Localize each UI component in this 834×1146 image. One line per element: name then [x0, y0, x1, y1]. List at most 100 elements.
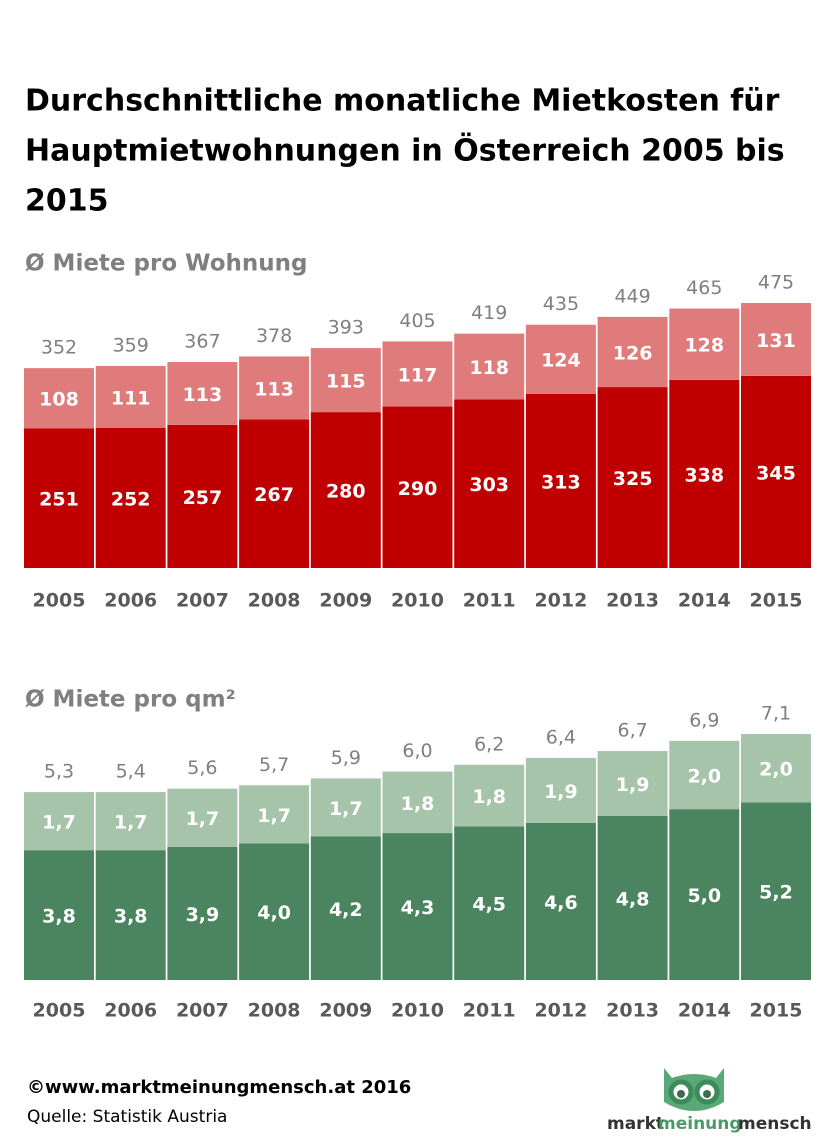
bar-segment: [454, 764, 525, 827]
total-label: 5,3: [44, 761, 74, 783]
bar-segment: [95, 427, 166, 568]
total-label: 6,4: [546, 726, 576, 748]
bar-segment: [310, 412, 381, 568]
bar-segment: [525, 757, 596, 823]
bar-segment: [310, 348, 381, 413]
logo-text: mensch: [738, 1114, 812, 1134]
segment-label: 267: [254, 484, 294, 506]
bar-segment: [669, 379, 740, 568]
segment-label: 1,7: [114, 812, 148, 834]
segment-label: 113: [254, 378, 294, 400]
bar-segment: [741, 375, 811, 568]
total-label: 475: [758, 272, 794, 294]
total-label: 6,2: [474, 733, 504, 755]
bar-segment: [310, 778, 381, 837]
bar-segment: [167, 846, 238, 980]
bar-segment: [382, 341, 453, 407]
bar-segment: [239, 785, 310, 844]
total-label: 449: [614, 285, 650, 307]
bar-segment: [741, 303, 811, 376]
bar-segment: [167, 788, 238, 847]
bar-segment: [597, 387, 668, 568]
logo: markt meinung mensch: [607, 1068, 812, 1134]
bar-segment: [525, 393, 596, 568]
segment-label: 3,9: [186, 904, 220, 926]
segment-label: 303: [469, 474, 509, 496]
segment-label: 126: [613, 342, 653, 364]
total-label: 5,7: [259, 754, 289, 776]
segment-label: 4,0: [257, 902, 291, 924]
segment-label: 3,8: [114, 906, 148, 928]
total-label: 378: [256, 325, 292, 347]
title-line: Hauptmietwohnungen in Österreich 2005 bi…: [25, 132, 785, 169]
segment-label: 111: [111, 387, 151, 409]
total-label: 359: [113, 334, 149, 356]
bar-segment: [24, 368, 94, 429]
chart-subtitle: Ø Miete pro qm²: [25, 687, 236, 713]
bar-segment: [669, 740, 740, 810]
total-label: 6,7: [617, 720, 647, 742]
segment-label: 290: [398, 478, 438, 500]
total-label: 393: [328, 317, 364, 339]
bar-segment: [167, 424, 238, 568]
segment-label: 1,7: [42, 812, 76, 834]
segment-label: 325: [613, 468, 653, 490]
bar-segment: [454, 333, 525, 400]
x-tick-label: 2013: [606, 1000, 659, 1022]
bar-segment: [382, 406, 453, 568]
copyright: ©www.marktmeinungmensch.at 2016: [27, 1077, 411, 1098]
bar-segment: [24, 428, 94, 568]
bar-segment: [95, 792, 166, 851]
bar-segment: [741, 802, 811, 980]
x-tick-label: 2006: [104, 590, 157, 612]
bar-segment: [310, 836, 381, 980]
bar-segment: [95, 850, 166, 980]
x-tick-label: 2015: [750, 1000, 803, 1022]
logo-text: markt: [607, 1114, 664, 1134]
bar-segment: [239, 419, 310, 568]
total-label: 5,4: [116, 761, 146, 783]
segment-label: 1,7: [186, 808, 220, 830]
bar-segment: [597, 751, 668, 816]
x-tick-label: 2010: [391, 590, 444, 612]
logo-text: meinung: [658, 1114, 742, 1134]
segment-label: 252: [111, 488, 151, 510]
total-label: 6,9: [689, 709, 719, 731]
segment-label: 1,8: [472, 786, 506, 808]
segment-label: 1,8: [401, 793, 435, 815]
owl-icon: [664, 1068, 724, 1111]
bar-segment: [597, 816, 668, 980]
bar-segment: [24, 792, 94, 851]
x-tick-label: 2011: [463, 590, 516, 612]
x-tick-label: 2014: [678, 590, 731, 612]
segment-label: 4,6: [544, 892, 578, 914]
segment-label: 280: [326, 481, 366, 503]
x-tick-label: 2009: [319, 590, 372, 612]
bar-segment: [24, 850, 94, 980]
x-tick-label: 2007: [176, 1000, 229, 1022]
bar-segment: [382, 771, 453, 834]
segment-label: 117: [398, 364, 438, 386]
segment-label: 115: [326, 371, 366, 393]
segment-label: 338: [684, 464, 724, 486]
segment-label: 251: [39, 489, 79, 511]
source: Quelle: Statistik Austria: [27, 1107, 227, 1127]
x-tick-label: 2011: [463, 1000, 516, 1022]
segment-label: 2,0: [687, 766, 721, 788]
chart-subtitle: Ø Miete pro Wohnung: [25, 251, 307, 277]
bar-segment: [454, 399, 525, 568]
bar-segment: [167, 362, 238, 425]
bar-segment: [239, 356, 310, 420]
bar-segment: [669, 809, 740, 980]
x-tick-label: 2014: [678, 1000, 731, 1022]
x-tick-label: 2010: [391, 1000, 444, 1022]
segment-label: 4,3: [401, 897, 435, 919]
segment-label: 1,7: [329, 798, 363, 820]
bar-segment: [239, 843, 310, 980]
segment-label: 113: [183, 384, 223, 406]
x-tick-label: 2012: [534, 1000, 587, 1022]
bar-segment: [525, 822, 596, 980]
total-label: 419: [471, 302, 507, 324]
bar-segment: [669, 308, 740, 380]
x-tick-label: 2013: [606, 590, 659, 612]
